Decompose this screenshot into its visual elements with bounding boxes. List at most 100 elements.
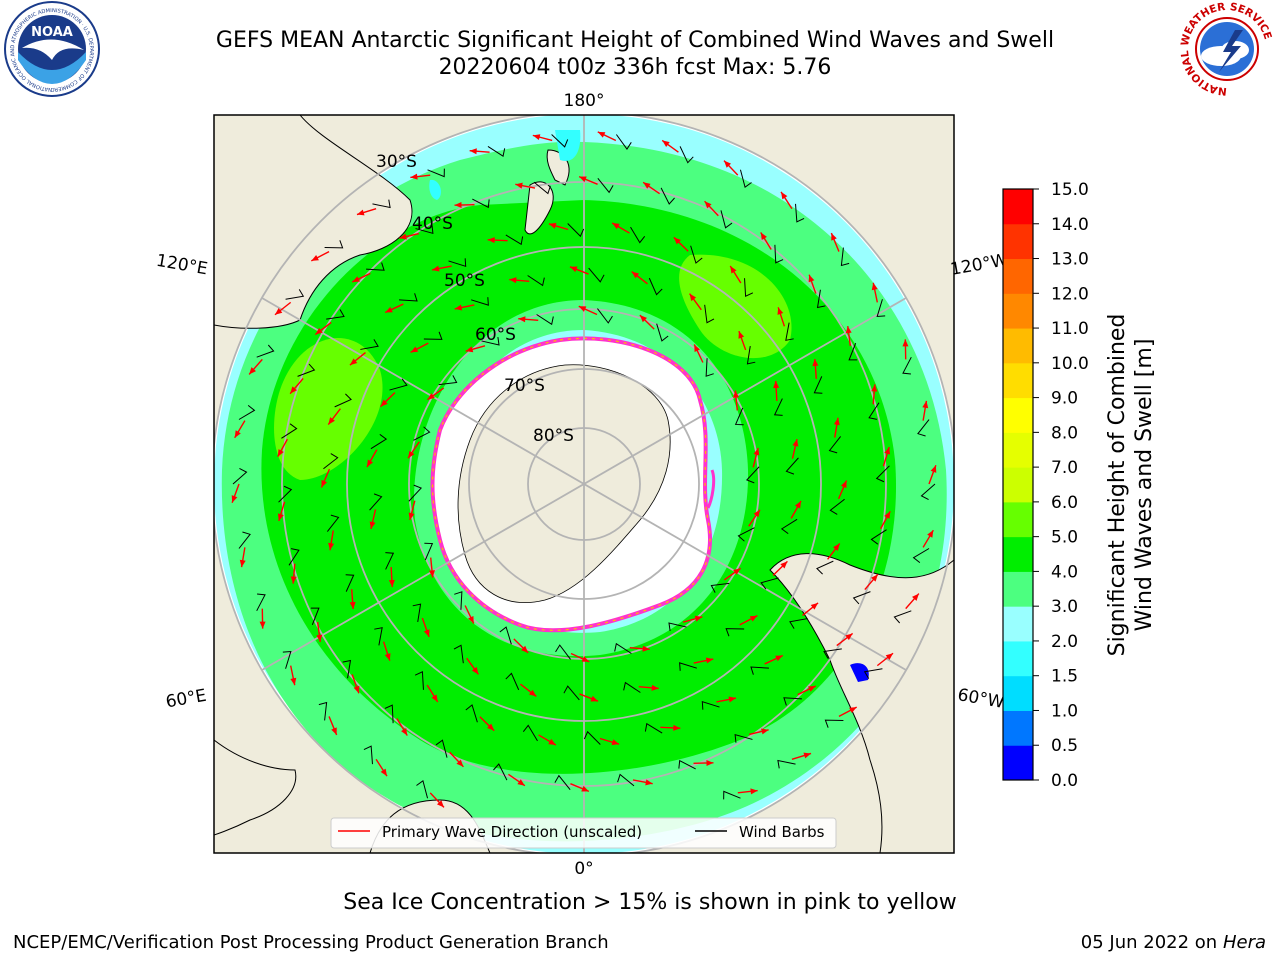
colorbar-tick-label: 14.0 — [1051, 215, 1089, 235]
wave-direction-arrowhead — [706, 760, 714, 766]
wind-barb — [369, 493, 383, 511]
wind-barb — [734, 734, 753, 743]
wind-barb — [785, 457, 799, 475]
wind-barb — [481, 337, 500, 346]
wind-barb — [829, 498, 845, 515]
wave-direction-arrowhead — [871, 282, 878, 291]
wind-barb — [505, 234, 524, 246]
wind-barb — [297, 363, 316, 377]
wave-direction-arrowhead — [753, 447, 760, 456]
wave-direction-arrowhead — [733, 568, 741, 575]
wind-barb — [232, 467, 248, 485]
wave-direction-arrowhead — [812, 358, 819, 367]
colorbar-swatch — [1003, 745, 1033, 781]
wind-barb — [413, 426, 431, 441]
wind-barb — [902, 356, 912, 375]
lat-label-80s: 80°S — [533, 426, 574, 446]
wind-barb — [679, 146, 694, 164]
wave-direction-arrowhead — [803, 752, 812, 759]
colorbar-swatch — [1003, 675, 1033, 711]
wind-barb — [777, 759, 796, 769]
wind-barb — [816, 560, 834, 575]
wave-direction-arrowhead — [231, 495, 238, 503]
wave-direction-arrowhead — [845, 326, 852, 334]
wave-direction-arrowhead — [431, 694, 438, 703]
colorbar-tick-label: 1.5 — [1051, 667, 1078, 687]
wind-barb — [852, 591, 871, 605]
wave-direction-arrowhead — [356, 209, 365, 216]
wave-direction-arrowhead — [871, 574, 878, 582]
wave-direction-arrowhead — [777, 307, 784, 315]
wind-barb — [278, 485, 293, 503]
wave-direction-arrowhead — [912, 593, 919, 601]
wind-barb — [848, 342, 858, 361]
colorbar-tick-label: 0.0 — [1051, 771, 1078, 791]
wave-direction-arrowhead — [277, 449, 284, 457]
wind-barb — [828, 436, 842, 454]
wind-barb — [648, 277, 663, 296]
colorbar-tick-label: 3.0 — [1051, 597, 1078, 617]
colorbar-swatch — [1003, 640, 1033, 677]
date-stamp: 05 Jun 2022 on Hera — [1081, 932, 1266, 953]
sea-ice-note: Sea Ice Concentration > 15% is shown in … — [343, 890, 957, 915]
wind-barb — [408, 484, 423, 502]
wave-direction-arrowhead — [689, 293, 697, 302]
colorbar-tick-label: 4.0 — [1051, 562, 1078, 582]
wave-direction-arrowhead — [738, 331, 745, 339]
vector-layer — [231, 131, 937, 808]
wave-direction-arrowhead — [410, 173, 418, 180]
wave-direction-arrowhead — [321, 479, 328, 488]
wave-direction-arrowhead — [922, 400, 929, 409]
lon-label-0: 0° — [574, 859, 593, 879]
wind-barb — [555, 644, 571, 660]
wind-barb — [920, 483, 936, 501]
wind-barb — [644, 722, 663, 734]
wave-direction-arrowhead — [384, 653, 391, 661]
wave-direction-arrowhead — [728, 696, 736, 703]
wind-barb — [780, 518, 798, 535]
wind-barb — [678, 759, 696, 770]
wave-direction-arrowhead — [349, 358, 358, 366]
lat-label-70s: 70°S — [504, 376, 545, 396]
wave-direction-arrowhead — [352, 276, 360, 282]
wind-barb — [324, 240, 344, 249]
wind-barb — [345, 574, 355, 592]
wind-barb — [384, 704, 394, 724]
wind-barb — [288, 548, 300, 566]
wave-direction-arrowhead — [651, 684, 659, 691]
wind-barb — [385, 552, 395, 570]
colorbar-swatch — [1003, 501, 1033, 538]
wave-direction-arrowhead — [311, 254, 319, 261]
wind-barb — [363, 745, 373, 765]
wave-direction-arrowhead — [569, 266, 578, 273]
credit-text: NCEP/EMC/Verification Post Processing Pr… — [13, 932, 609, 953]
colorbar-tick-label: 2.0 — [1051, 632, 1078, 652]
wind-barb — [360, 339, 379, 350]
colorbar-tick-label: 0.5 — [1051, 736, 1078, 756]
wave-direction-arrowhead — [581, 656, 590, 662]
colorbar-tick-label: 15.0 — [1051, 180, 1089, 200]
wind-barb — [868, 402, 880, 420]
wind-barb — [505, 672, 520, 691]
wave-direction-arrowhead — [259, 621, 266, 629]
wave-direction-arrowhead — [290, 677, 297, 686]
wave-direction-arrowhead — [274, 308, 283, 315]
lat-label-30s: 30°S — [376, 152, 417, 172]
wind-barb — [813, 376, 823, 394]
wind-barb — [399, 293, 418, 302]
wind-barb — [823, 648, 842, 659]
colorbar-swatch — [1003, 397, 1033, 433]
wave-direction-arrowhead — [808, 274, 815, 283]
wind-barb — [870, 529, 887, 545]
colorbar-tick-label: 6.0 — [1051, 493, 1078, 513]
chart-subtitle: 20220604 t00z 336h fcst Max: 5.76 — [438, 55, 832, 80]
wind-barb — [773, 398, 783, 416]
wave-direction-arrowhead — [328, 417, 335, 425]
wind-barb — [760, 577, 779, 590]
wind-barb — [536, 314, 554, 326]
wind-barb — [310, 607, 320, 626]
wave-direction-arrowhead — [517, 779, 525, 786]
wind-barb — [374, 627, 383, 646]
wind-barb — [472, 198, 490, 209]
colorbar-tick-label: 7.0 — [1051, 458, 1078, 478]
